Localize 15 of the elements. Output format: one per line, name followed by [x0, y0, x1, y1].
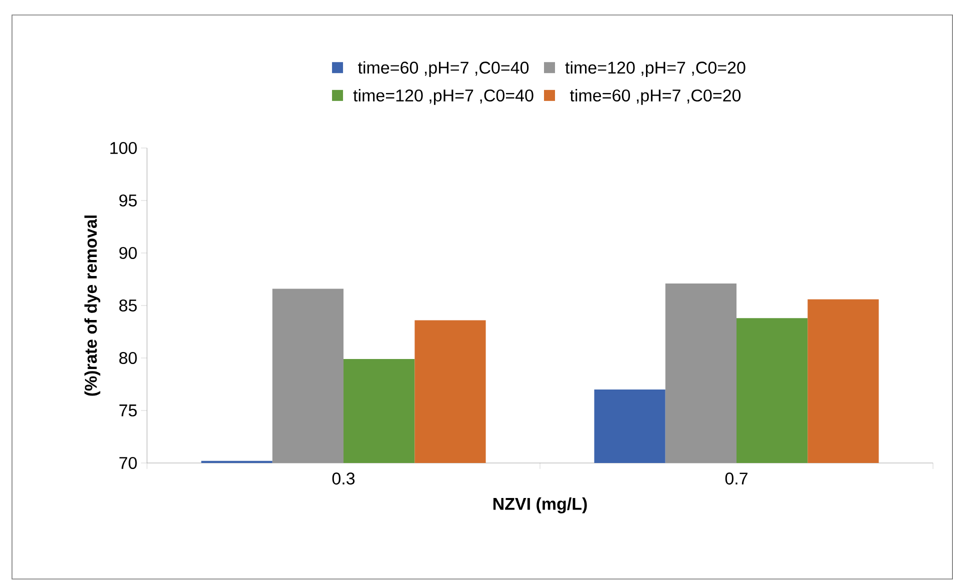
legend-label: time=60 ,pH=7 ,C0=20 — [570, 89, 741, 105]
y-tick-label: 100 — [110, 142, 137, 154]
y-tick-label: 95 — [119, 194, 137, 207]
y-tick-label: 90 — [119, 246, 137, 260]
y-tick-label: 70 — [119, 456, 137, 470]
y-axis-title: (%)rate of dye removal — [84, 216, 100, 396]
x-tick-label: 0.3 — [332, 472, 355, 485]
legend-label: time=60 ,pH=7 ,C0=40 — [358, 61, 529, 78]
legend-label: time=120 ,pH=7 ,C0=40 — [353, 89, 534, 105]
y-tick-label: 80 — [119, 352, 137, 364]
x-axis-title: NZVI (mg/L) — [493, 497, 587, 514]
x-tick-label: 0.7 — [725, 472, 748, 485]
y-tick-label: 85 — [119, 299, 137, 312]
legend-label: time=120 ,pH=7 ,C0=20 — [565, 61, 746, 78]
y-tick-label: 75 — [119, 404, 137, 416]
